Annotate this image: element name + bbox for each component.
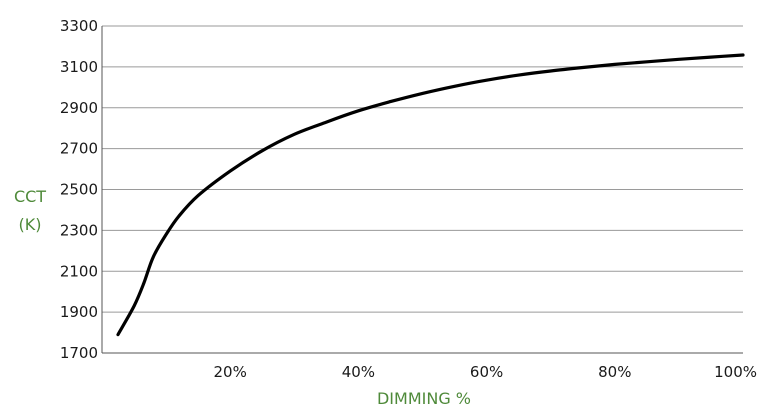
y-axis-title-line-2: (K) — [19, 215, 42, 234]
x-tick-label-60: 60% — [470, 363, 503, 381]
x-tick-label-20: 20% — [214, 363, 247, 381]
y-tick-label-3300: 3300 — [60, 17, 98, 35]
y-tick-label-2300: 2300 — [60, 221, 98, 239]
axes — [101, 26, 743, 354]
gridlines — [102, 25, 743, 313]
x-axis-title: DIMMING % — [377, 389, 471, 408]
y-tick-label-2500: 2500 — [60, 181, 98, 199]
series-layer — [116, 53, 745, 337]
y-axis-title-line-1: CCT — [14, 187, 46, 206]
x-tick-label-40: 40% — [342, 363, 375, 381]
series-line-cct — [116, 53, 745, 337]
x-tick-label-80: 80% — [598, 363, 631, 381]
y-tick-label-3100: 3100 — [60, 58, 98, 76]
y-tick-label-2700: 2700 — [60, 140, 98, 158]
x-tick-label-100: 100% — [714, 363, 757, 381]
y-tick-label-2100: 2100 — [60, 262, 98, 280]
y-tick-label-1900: 1900 — [60, 303, 98, 321]
y-tick-label-2900: 2900 — [60, 99, 98, 117]
y-tick-label-1700: 1700 — [60, 344, 98, 362]
x-tick-labels: 20% 40% 60% 80% 100% — [214, 363, 757, 381]
y-tick-labels: 1700 1900 2100 2300 2500 2700 2900 3100 3300 — [60, 17, 98, 362]
